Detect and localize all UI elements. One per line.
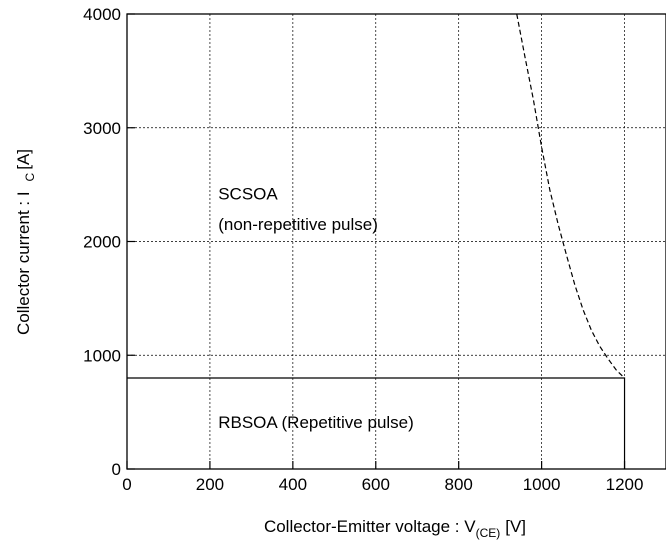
y-axis-title-main: Collector current : I bbox=[14, 191, 33, 335]
x-axis-title-subscript: (CE) bbox=[476, 526, 501, 540]
y-tick-label: 1000 bbox=[83, 346, 121, 365]
tick-layer: 0 200 400 600 800 1000 1200 0 1000 2000 3000 4000 bbox=[83, 5, 643, 494]
y-axis-title: Collector current : I C [A] bbox=[14, 149, 37, 335]
x-axis-title-main: Collector-Emitter voltage : V bbox=[264, 517, 476, 536]
y-tick-label: 0 bbox=[112, 460, 121, 479]
x-tick-label: 200 bbox=[196, 475, 224, 494]
x-tick-label: 0 bbox=[122, 475, 131, 494]
y-tick-label: 4000 bbox=[83, 5, 121, 24]
x-tick-label: 1200 bbox=[606, 475, 644, 494]
y-tick-label: 2000 bbox=[83, 233, 121, 252]
x-axis-title: Collector-Emitter voltage : V(CE) [V] bbox=[264, 517, 526, 540]
x-axis-title-unit: [V] bbox=[505, 517, 526, 536]
annotation-label: SCSOA bbox=[218, 184, 278, 203]
y-axis-title-unit: [A] bbox=[14, 149, 33, 170]
grid bbox=[127, 14, 666, 469]
x-tick-label: 400 bbox=[279, 475, 307, 494]
scsoa-boundary-line bbox=[516, 13, 625, 379]
annotation-label: RBSOA (Repetitive pulse) bbox=[218, 413, 414, 432]
x-tick-label: 600 bbox=[362, 475, 390, 494]
x-tick-label: 800 bbox=[445, 475, 473, 494]
y-tick-label: 3000 bbox=[83, 119, 121, 138]
x-tick-label: 1000 bbox=[523, 475, 561, 494]
y-axis-title-subscript: C bbox=[23, 172, 37, 181]
annotation-label: (non-repetitive pulse) bbox=[218, 215, 378, 234]
annotation-layer: SCSOA (non-repetitive pulse) RBSOA (Repeti… bbox=[218, 184, 414, 432]
series-layer bbox=[127, 13, 626, 469]
